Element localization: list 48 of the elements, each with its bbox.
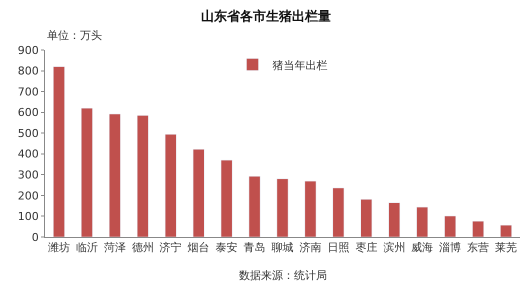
x-tick-label: 烟台 — [188, 241, 210, 254]
y-tick-label: 600 — [18, 106, 39, 120]
legend-label: 猪当年出栏 — [272, 58, 328, 72]
bar — [136, 115, 149, 237]
bar — [276, 178, 288, 237]
bar — [192, 149, 205, 237]
y-tick-label: 500 — [18, 126, 39, 140]
bar — [164, 134, 177, 237]
y-tick-label: 100 — [18, 210, 39, 224]
text: 单位：万头 — [47, 29, 102, 42]
x-tick-label: 滨州 — [383, 241, 406, 254]
y-tick-label: 900 — [18, 44, 39, 57]
bar — [109, 114, 121, 237]
x-tick-label: 潍坊 — [48, 241, 70, 254]
x-tick-label: 日照 — [327, 241, 350, 254]
bar — [332, 188, 344, 237]
x-tick-label: 青岛 — [244, 241, 266, 254]
x-tick-label: 临沂 — [76, 241, 98, 254]
bar — [248, 176, 260, 237]
x-tick-label: 淄博 — [439, 241, 462, 254]
bar — [500, 224, 512, 237]
bar — [444, 216, 456, 237]
x-tick-label: 泰安 — [216, 241, 238, 254]
bar — [81, 108, 93, 237]
bar — [360, 199, 372, 237]
bar — [304, 180, 316, 237]
bar — [53, 66, 65, 237]
x-tick-label: 威海 — [411, 241, 434, 254]
bar — [220, 160, 232, 237]
source-note: 数据来源：统计局 — [239, 269, 327, 282]
bar — [472, 220, 484, 237]
x-tick-label: 莱芜 — [495, 241, 518, 254]
bar — [416, 206, 428, 237]
y-tick-label: 700 — [18, 85, 39, 98]
x-tick-label: 德州 — [132, 241, 154, 254]
x-tick-label: 济宁 — [160, 241, 182, 254]
x-tick-label: 枣庄 — [355, 241, 378, 254]
y-tick-label: 800 — [18, 64, 39, 78]
y-tick-label: 0 — [32, 230, 39, 244]
x-tick-label: 聊城 — [272, 241, 294, 254]
x-tick-label: 东营 — [467, 241, 490, 254]
y-tick-label: 400 — [18, 148, 39, 161]
y-tick-label: 300 — [18, 168, 39, 182]
chart-title: 山东省各市生猪出栏量 — [201, 8, 331, 25]
bar — [388, 202, 400, 237]
y-tick-label: 200 — [18, 189, 39, 202]
x-tick-label: 菏泽 — [104, 241, 126, 254]
x-tick-label: 济南 — [299, 241, 322, 254]
